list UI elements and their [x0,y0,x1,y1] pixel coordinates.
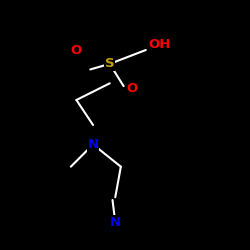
Text: N: N [110,216,121,229]
Text: N: N [88,138,99,151]
Text: O: O [71,44,82,57]
Text: OH: OH [148,38,171,51]
Text: O: O [126,82,138,96]
Text: S: S [105,58,115,70]
